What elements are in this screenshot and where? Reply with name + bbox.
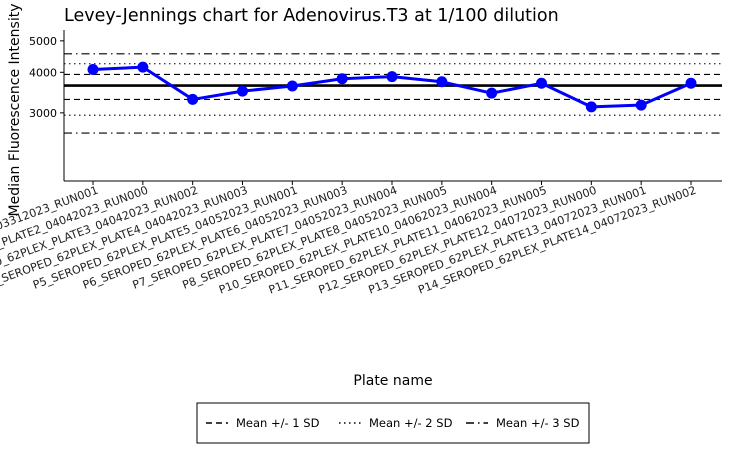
y-axis-ticks: 3000 4000 5000: [29, 35, 64, 120]
data-point: [536, 77, 547, 89]
data-point: [436, 76, 448, 88]
data-point: [585, 101, 597, 113]
x-axis-label: Plate name: [353, 373, 432, 389]
data-point: [237, 85, 248, 97]
data-point: [336, 73, 348, 85]
plot-area: [63, 30, 722, 182]
data-point: [386, 71, 398, 83]
legend-label: Mean +/- 3 SD: [496, 416, 580, 430]
data-point: [87, 64, 99, 76]
data-point: [137, 61, 149, 73]
y-tick-label: 3000: [29, 107, 57, 120]
data-point: [286, 80, 298, 92]
data-point: [486, 87, 498, 99]
y-tick-label: 4000: [29, 66, 57, 79]
y-axis-label: Median Fluorescence Intensity: [7, 4, 23, 217]
legend-label: Mean +/- 1 SD: [236, 416, 320, 430]
legend-box: [196, 402, 590, 444]
data-point: [635, 99, 647, 111]
data-point: [187, 93, 199, 105]
legend-label: Mean +/- 2 SD: [369, 416, 453, 430]
data-point: [685, 77, 697, 89]
legend: Mean +/- 1 SD Mean +/- 2 SD Mean +/- 3 SD: [196, 402, 590, 444]
chart-title: Levey-Jennings chart for Adenovirus.T3 a…: [64, 6, 559, 26]
x-axis-ticks: P1_SEROPED_62PLEX_PLATE1_03312023_RUN001…: [0, 181, 698, 297]
y-tick-label: 5000: [29, 35, 57, 48]
